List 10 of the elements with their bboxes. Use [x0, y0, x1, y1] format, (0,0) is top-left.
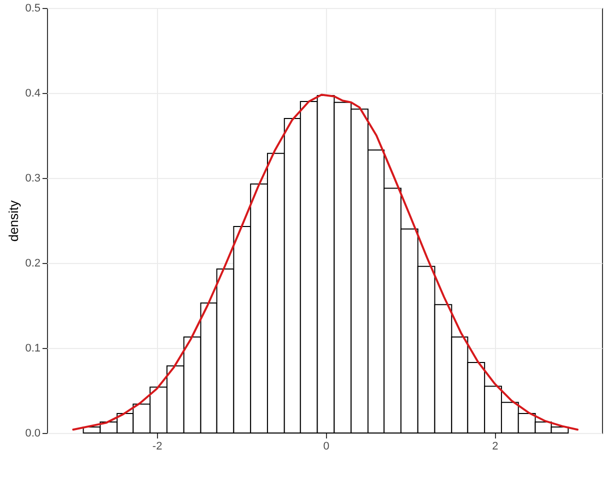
y-tick-label: 0.4 — [25, 88, 40, 100]
y-tick-label: 0.1 — [25, 342, 40, 354]
y-tick-label: 0.0 — [25, 428, 40, 440]
x-tick-label: 2 — [492, 440, 498, 452]
x-tick-label: 0 — [323, 440, 330, 452]
y-tick-label: 0.5 — [25, 2, 40, 14]
x-tick-label: -2 — [152, 440, 162, 452]
y-axis-title: density — [6, 200, 22, 242]
y-tick-label: 0.3 — [25, 172, 40, 184]
y-tick-label: 0.2 — [25, 258, 40, 270]
